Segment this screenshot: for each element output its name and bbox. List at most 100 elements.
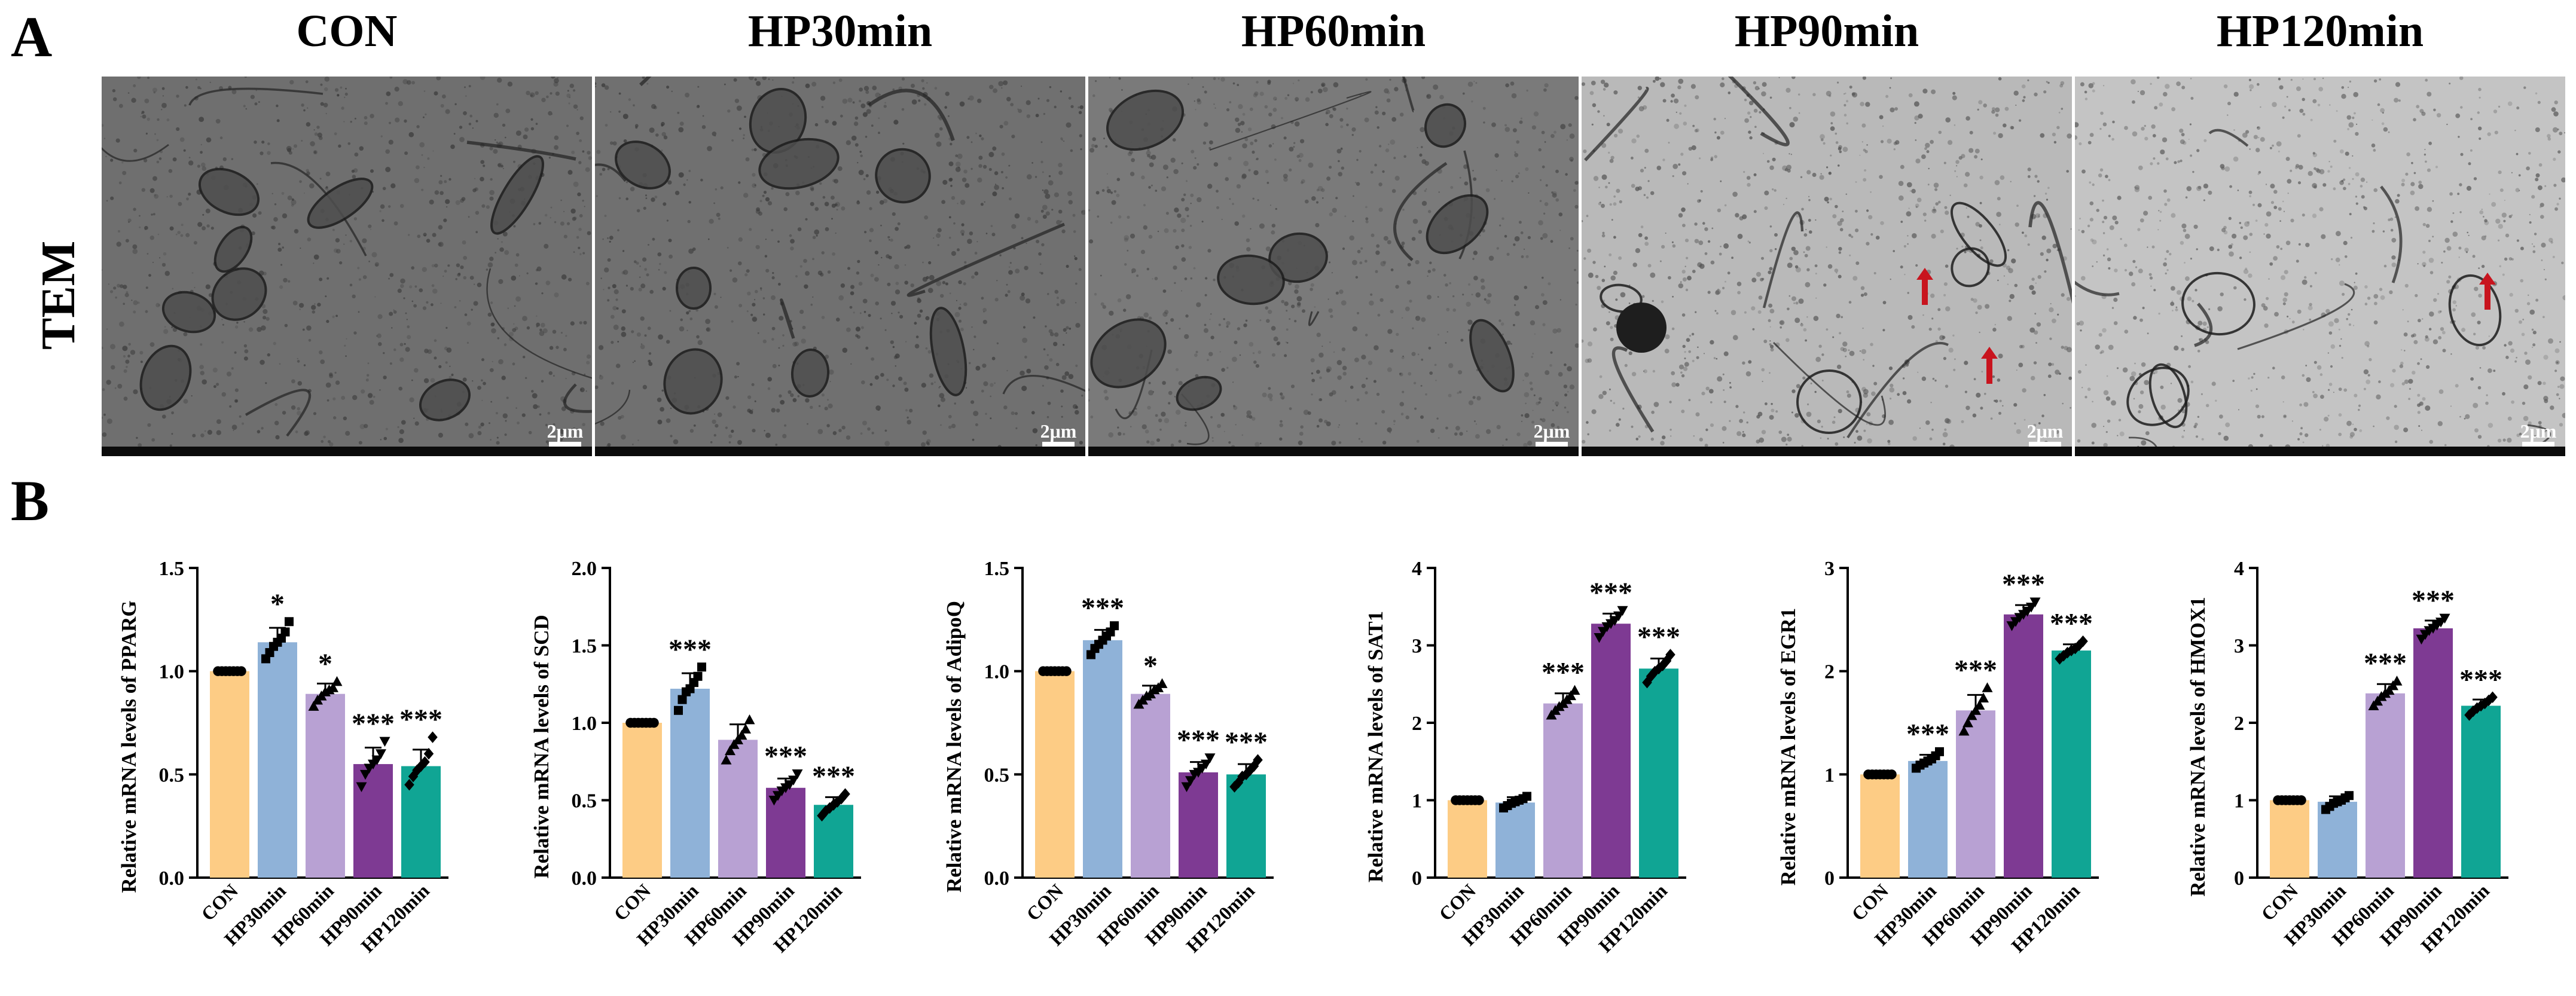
tem-granule bbox=[1800, 323, 1803, 327]
tem-granule bbox=[1068, 96, 1072, 100]
tem-granule bbox=[1531, 125, 1536, 130]
y-tick-label: 0 bbox=[1412, 867, 1422, 890]
tem-granule bbox=[258, 211, 262, 215]
tem-footer-bar bbox=[102, 447, 592, 456]
tem-granule bbox=[584, 206, 585, 207]
tem-granule bbox=[867, 427, 871, 431]
tem-granule bbox=[622, 114, 628, 120]
tem-granule bbox=[385, 102, 388, 105]
tem-granule bbox=[183, 332, 188, 337]
tem-granule bbox=[994, 185, 999, 190]
x-tick-label: CON bbox=[609, 879, 655, 925]
tem-granule bbox=[161, 103, 167, 108]
tem-granule bbox=[856, 200, 860, 205]
tem-granule bbox=[199, 365, 204, 369]
tem-granule bbox=[306, 169, 309, 172]
tem-granule bbox=[552, 329, 557, 334]
tem-granule bbox=[1234, 340, 1238, 344]
tem-granule bbox=[1439, 94, 1444, 100]
tem-granule bbox=[1427, 270, 1432, 273]
tem-granule bbox=[397, 426, 399, 429]
tem-granule bbox=[118, 230, 120, 233]
tem-membrane bbox=[1402, 77, 1415, 113]
tem-granule bbox=[1637, 96, 1640, 99]
tem-granule bbox=[205, 284, 210, 289]
tem-granule bbox=[573, 181, 579, 187]
tem-granule bbox=[975, 365, 981, 371]
tem-granule bbox=[1660, 441, 1665, 445]
tem-granule bbox=[1047, 293, 1049, 295]
tem-granule bbox=[1078, 111, 1082, 114]
tem-granule bbox=[840, 283, 846, 288]
x-tick-label: CON bbox=[197, 879, 242, 925]
tem-granule bbox=[132, 244, 138, 249]
tem-granule bbox=[1646, 196, 1649, 199]
tem-granule bbox=[752, 316, 758, 322]
tem-granule bbox=[373, 395, 376, 398]
tem-granule bbox=[732, 277, 738, 283]
tem-granule bbox=[1283, 136, 1287, 140]
tem-granule bbox=[1678, 213, 1683, 218]
tem-granule bbox=[1940, 230, 1944, 234]
tem-granule bbox=[358, 441, 362, 445]
tem-granule bbox=[1067, 191, 1073, 196]
tem-granule bbox=[339, 261, 343, 265]
tem-granule bbox=[341, 396, 346, 400]
tem-granule bbox=[1035, 114, 1039, 118]
tem-granule bbox=[307, 237, 312, 242]
tem-granule bbox=[1551, 134, 1555, 138]
tem-granule bbox=[1803, 251, 1805, 253]
tem-granule bbox=[1301, 179, 1305, 184]
tem-granule bbox=[784, 424, 787, 427]
tem-granule bbox=[1356, 182, 1360, 186]
tem-granule bbox=[2008, 268, 2013, 274]
tem-granule bbox=[1863, 148, 1866, 152]
tem-granule bbox=[1246, 414, 1250, 418]
tem-granule bbox=[106, 418, 112, 424]
tem-granule bbox=[1499, 224, 1501, 227]
tem-granule bbox=[405, 312, 407, 314]
tem-granule bbox=[1379, 298, 1384, 303]
bar bbox=[306, 693, 345, 878]
tem-granule bbox=[1292, 83, 1295, 84]
tem-granule bbox=[669, 254, 673, 259]
tem-granule bbox=[772, 79, 774, 81]
tem-granule bbox=[967, 239, 972, 245]
tem-granule bbox=[1674, 123, 1679, 129]
tem-granule bbox=[206, 137, 212, 143]
tem-granule bbox=[1548, 282, 1551, 286]
tem-granule bbox=[851, 135, 857, 141]
tem-granule bbox=[1393, 420, 1396, 423]
tem-granule bbox=[992, 191, 997, 197]
tem-granule bbox=[607, 258, 611, 262]
tem-granule bbox=[1550, 240, 1553, 243]
tem-granule bbox=[620, 415, 624, 418]
tem-granule bbox=[282, 213, 288, 219]
tem-granule bbox=[1948, 140, 1953, 145]
tem-granule bbox=[1701, 392, 1705, 396]
tem-granule bbox=[1504, 234, 1507, 238]
tem-granule bbox=[832, 81, 836, 84]
tem-granule bbox=[279, 363, 281, 365]
tem-granule bbox=[990, 225, 993, 227]
tem-granule bbox=[922, 261, 924, 264]
tem-granule bbox=[1433, 84, 1439, 90]
tem-granule bbox=[1981, 371, 1983, 373]
tem-granule bbox=[720, 297, 722, 298]
tem-granule bbox=[1041, 243, 1045, 247]
tem-granule bbox=[1965, 207, 1967, 209]
data-point bbox=[280, 627, 290, 637]
tem-granule bbox=[1722, 426, 1727, 431]
tem-granule bbox=[1610, 155, 1614, 160]
tem-granule bbox=[1014, 412, 1018, 415]
tem-granule bbox=[1356, 422, 1359, 425]
tem-granule bbox=[1680, 281, 1682, 283]
tem-granule bbox=[1269, 204, 1271, 206]
tem-granule bbox=[657, 398, 662, 402]
tem-granule bbox=[668, 239, 672, 243]
tem-granule bbox=[955, 167, 961, 172]
tem-granule bbox=[1353, 195, 1354, 197]
tem-granule bbox=[115, 138, 120, 143]
tem-granule bbox=[1252, 417, 1256, 421]
tem-granule bbox=[836, 209, 838, 211]
